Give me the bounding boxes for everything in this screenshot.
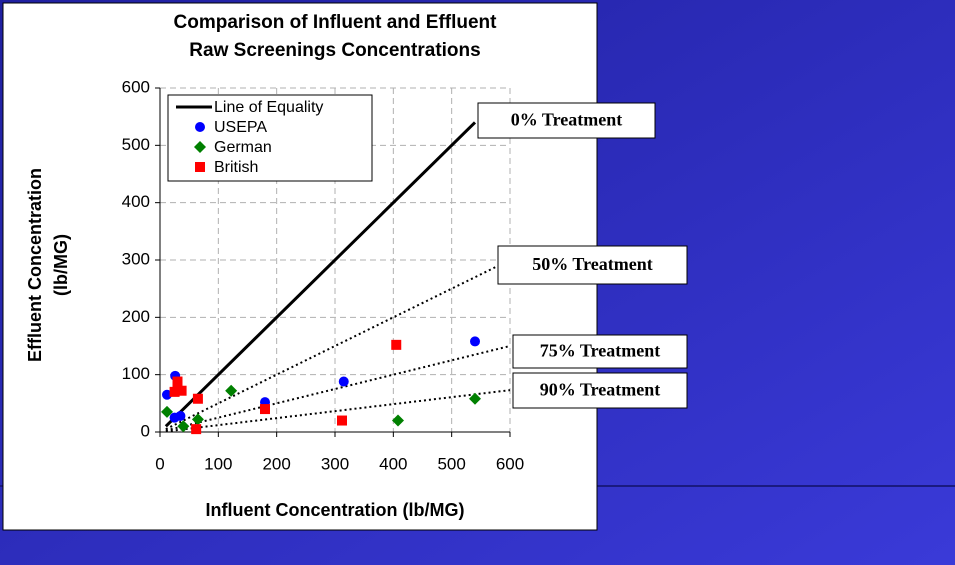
point xyxy=(172,376,183,387)
point xyxy=(338,376,349,387)
chart-title: Comparison of Influent and Effluent xyxy=(174,12,498,33)
y-tick-label: 500 xyxy=(122,135,150,154)
point xyxy=(391,339,402,350)
y-tick-label: 100 xyxy=(122,364,150,383)
point xyxy=(161,405,173,418)
annotation: 50% Treatment xyxy=(532,254,652,274)
point xyxy=(337,415,347,426)
y-tick-label: 400 xyxy=(122,192,150,211)
x-tick-label: 200 xyxy=(262,454,290,473)
y-axis-title: Effluent Concentration xyxy=(25,168,45,362)
line xyxy=(165,345,511,432)
point xyxy=(191,424,202,435)
legend-label: German xyxy=(214,139,272,156)
legend-label: British xyxy=(214,159,258,176)
chart-title: Raw Screenings Concentrations xyxy=(189,40,480,61)
x-tick-label: 500 xyxy=(437,454,465,473)
x-tick-label: 100 xyxy=(204,454,232,473)
annotation: 75% Treatment xyxy=(540,341,660,361)
y-axis-title: (lb/MG) xyxy=(51,234,71,296)
point xyxy=(191,413,204,426)
point xyxy=(192,393,203,404)
y-tick-label: 0 xyxy=(141,421,150,440)
line xyxy=(165,259,511,431)
x-axis-title: Influent Concentration (lb/MG) xyxy=(206,500,465,520)
legend-label: USEPA xyxy=(214,119,267,136)
legend-swatch xyxy=(194,141,206,153)
y-tick-label: 600 xyxy=(122,77,150,96)
point xyxy=(175,410,186,421)
point xyxy=(392,414,404,427)
y-tick-label: 300 xyxy=(122,249,150,268)
point xyxy=(225,384,238,397)
x-tick-label: 0 xyxy=(155,454,164,473)
y-tick-label: 200 xyxy=(122,307,150,326)
annotation-box xyxy=(512,372,688,409)
annotation: 90% Treatment xyxy=(540,380,660,400)
point xyxy=(469,392,481,405)
annotation-box xyxy=(497,245,688,285)
legend-swatch xyxy=(195,162,205,172)
x-tick-label: 300 xyxy=(321,454,349,473)
annotation-box xyxy=(477,102,656,139)
point xyxy=(177,420,190,433)
point xyxy=(162,389,172,400)
annotation: 0% Treatment xyxy=(511,110,622,130)
point xyxy=(470,336,480,347)
point xyxy=(176,385,187,396)
x-tick-label: 600 xyxy=(496,454,524,473)
line xyxy=(164,121,477,428)
legend-swatch xyxy=(195,122,205,132)
legend-label: Line of Equality xyxy=(214,99,323,116)
annotation-box xyxy=(512,334,688,369)
point xyxy=(260,404,270,415)
x-tick-label: 400 xyxy=(379,454,407,473)
